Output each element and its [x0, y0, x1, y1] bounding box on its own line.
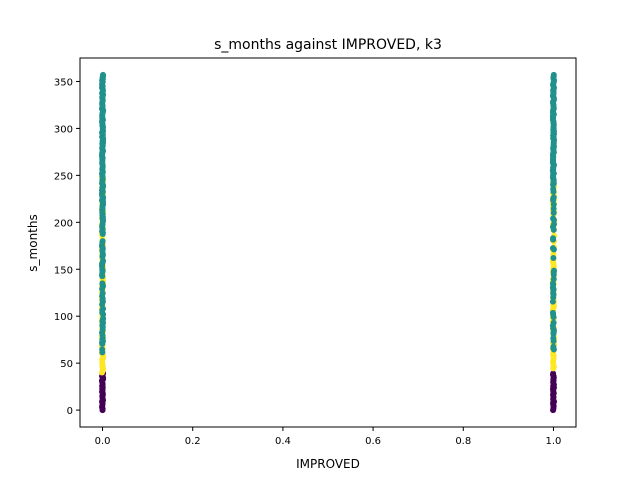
chart-title: s_months against IMPROVED, k3	[214, 37, 442, 53]
y-tick-label: 200	[54, 218, 73, 229]
y-axis-label: s_months	[26, 214, 40, 271]
data-point	[550, 215, 557, 222]
y-tick-label: 150	[54, 265, 73, 276]
data-point	[550, 319, 557, 326]
x-axis-label: IMPROVED	[296, 457, 360, 471]
data-points	[98, 71, 558, 414]
x-tick-label: 1.0	[546, 436, 562, 447]
x-tick-label: 0.4	[275, 436, 291, 447]
y-ticks: 0 50 100 150 200 250 300 350	[54, 77, 80, 417]
x-tick-label: 0.0	[95, 436, 111, 447]
data-point	[550, 209, 557, 216]
x-tick-label: 0.8	[455, 436, 471, 447]
data-point	[550, 205, 557, 212]
y-tick-label: 100	[54, 312, 73, 323]
data-point	[550, 194, 557, 201]
y-tick-label: 50	[60, 359, 73, 370]
y-tick-label: 0	[67, 406, 73, 417]
data-point	[550, 254, 557, 261]
data-point	[99, 280, 106, 287]
data-point	[550, 71, 557, 78]
data-point	[549, 245, 556, 252]
y-tick-label: 250	[54, 171, 73, 182]
data-point	[99, 346, 106, 353]
data-point	[550, 276, 557, 283]
data-point	[550, 370, 557, 377]
y-tick-label: 300	[54, 124, 73, 135]
data-point	[550, 335, 557, 342]
data-point	[550, 343, 557, 350]
x-tick-label: 0.6	[365, 436, 381, 447]
data-point	[550, 185, 557, 192]
data-point	[99, 238, 106, 245]
data-point	[100, 315, 107, 322]
axes-frame	[79, 57, 577, 428]
data-point	[100, 71, 107, 78]
data-point	[550, 235, 557, 242]
data-point	[551, 221, 558, 228]
data-point	[549, 309, 556, 316]
x-tick-label: 0.2	[185, 436, 201, 447]
data-point	[551, 267, 558, 274]
x-ticks: 0.0 0.2 0.4 0.6 0.8 1.0	[95, 427, 562, 447]
y-tick-label: 350	[54, 77, 73, 88]
